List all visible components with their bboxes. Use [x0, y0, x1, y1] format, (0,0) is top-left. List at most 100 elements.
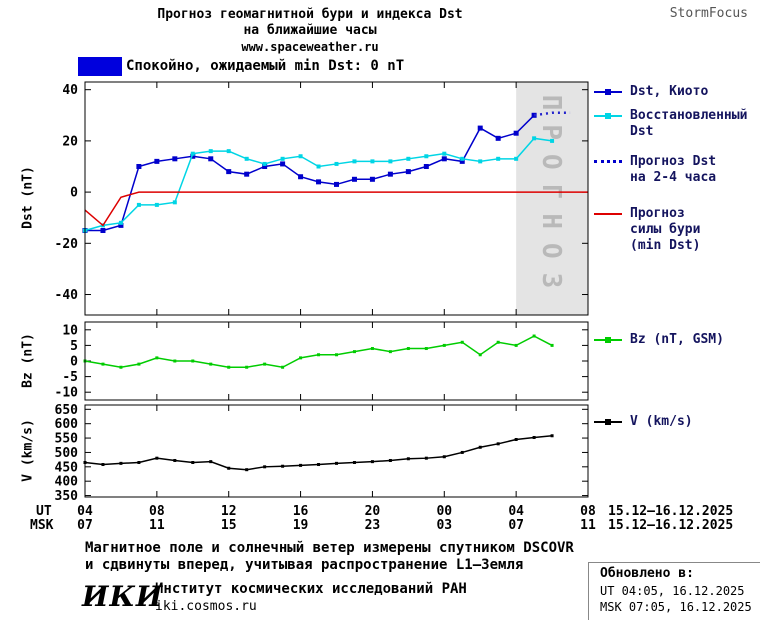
data-point-marker [191, 461, 195, 464]
storm-forecast-legend-line [594, 213, 622, 215]
y-tick-label: -10 [55, 386, 79, 401]
data-point-marker [388, 159, 393, 164]
data-point-marker [226, 169, 232, 175]
data-point-marker [406, 156, 411, 161]
page-title: Прогноз геомагнитной бури и индекса Dst [157, 7, 463, 22]
data-point-marker [316, 164, 321, 169]
data-point-marker [496, 442, 500, 446]
data-point-marker [477, 125, 483, 131]
legend-forecast-line1: Прогноз Dst [630, 154, 717, 169]
y-tick-label: 650 [55, 403, 79, 418]
data-point-marker [118, 222, 124, 228]
ut-tick-label: 20 [365, 504, 381, 519]
data-point-marker [442, 455, 446, 459]
data-point-marker [173, 359, 177, 363]
data-point-marker [496, 156, 501, 161]
data-point-marker [209, 362, 213, 366]
data-point-marker [154, 158, 160, 164]
data-point-marker [317, 353, 321, 357]
series-dst-3 [84, 191, 588, 227]
restored-dst-legend-marker [605, 113, 611, 119]
series-bz-0 [84, 335, 553, 369]
data-point-marker [405, 169, 411, 175]
data-point-marker [478, 445, 482, 449]
ut-tick-label: 12 [221, 504, 237, 519]
msk-tick-label: 07 [508, 518, 524, 533]
data-point-marker [227, 365, 231, 369]
v-axis-label: V (km/s) [20, 419, 36, 482]
data-point-marker [352, 159, 357, 164]
iki-site-link[interactable]: iki.cosmos.ru [155, 599, 257, 614]
updated-msk: MSK 07:05, 16.12.2025 [600, 600, 752, 614]
y-tick-label: 20 [62, 134, 78, 149]
data-point-marker [227, 466, 231, 470]
legend-bz: Bz (nT, GSM) [630, 332, 724, 347]
data-point-marker [424, 154, 429, 159]
data-point-marker [442, 343, 446, 347]
data-point-marker [550, 434, 554, 438]
data-point-marker [280, 161, 286, 167]
data-point-marker [352, 461, 356, 464]
ut-tick-label: 00 [436, 504, 452, 519]
data-point-marker [191, 359, 195, 363]
ut-tick-label: 04 [77, 504, 93, 519]
data-point-marker [460, 156, 465, 161]
data-point-marker [460, 340, 464, 344]
legend-dst-kyoto: Dst, Киото [630, 84, 709, 99]
data-point-marker [262, 161, 267, 166]
data-point-marker [136, 202, 141, 207]
data-point-marker [190, 151, 195, 156]
y-tick-label: 350 [55, 489, 79, 504]
data-point-marker [281, 464, 285, 468]
data-point-marker [387, 171, 393, 177]
msk-row-label: MSK [30, 518, 54, 533]
data-point-marker [388, 350, 392, 354]
dscovr-note-line1: Магнитное поле и солнечный ветер измерен… [85, 540, 574, 556]
data-point-marker [532, 435, 536, 439]
data-point-marker [155, 456, 159, 460]
series-dst-0 [85, 114, 535, 232]
spaceweather-url-link[interactable]: www.spaceweather.ru [241, 40, 379, 54]
data-point-marker [335, 353, 338, 357]
data-point-marker [496, 340, 500, 344]
data-point-marker [317, 463, 321, 467]
data-point-marker [173, 458, 177, 462]
y-tick-label: 5 [70, 339, 78, 354]
ut-row-label: UT [36, 504, 52, 519]
data-point-marker [298, 174, 304, 180]
legend-restored-line2: Dst [630, 124, 654, 139]
y-tick-label: 450 [55, 460, 79, 475]
msk-date-range: 15.12–16.12.2025 [608, 518, 734, 533]
forecast-dst-legend-line [594, 160, 622, 163]
data-point-marker [370, 159, 375, 164]
data-point-marker [244, 171, 250, 177]
data-point-marker [209, 460, 213, 464]
panel-dst: ПРОГНОЗ -40 -20 0 20 40 [55, 81, 589, 316]
data-point-marker [101, 463, 105, 467]
data-point-marker [155, 356, 159, 360]
data-point-marker [423, 163, 429, 169]
y-tick-label: -5 [62, 370, 78, 385]
msk-tick-label: 07 [77, 518, 93, 533]
ut-date-range: 15.12–16.12.2025 [608, 504, 734, 519]
data-point-marker [532, 136, 537, 141]
data-point-marker [532, 334, 536, 338]
dst-kyoto-legend-marker [605, 89, 611, 95]
iki-logo: ИКИ [82, 580, 164, 613]
data-point-marker [478, 159, 483, 164]
data-point-marker [137, 362, 141, 366]
data-point-marker [514, 438, 518, 441]
msk-tick-label: 11 [149, 518, 165, 533]
data-point-marker [478, 353, 482, 357]
data-point-marker [424, 347, 428, 351]
data-point-marker [550, 138, 555, 143]
data-point-marker [245, 365, 249, 369]
quiet-status-swatch [78, 57, 122, 76]
institute-name: Институт космических исследований РАН [155, 581, 467, 597]
ut-tick-label: 04 [508, 504, 524, 519]
page-subtitle: на ближайшие часы [243, 23, 377, 38]
data-point-marker [208, 149, 213, 154]
